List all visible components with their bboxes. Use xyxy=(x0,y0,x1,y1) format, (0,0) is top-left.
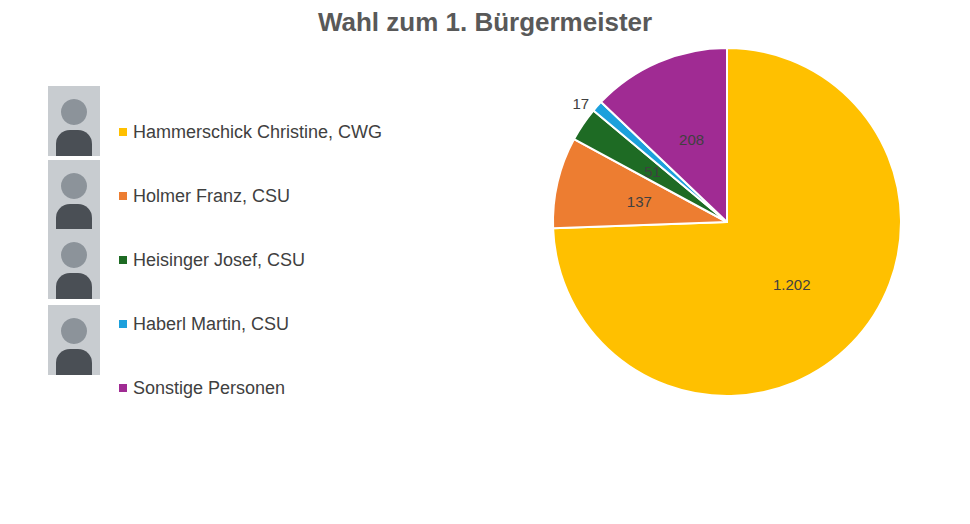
svg-text:Heisinger Josef, CSU: Heisinger Josef, CSU xyxy=(133,250,305,270)
svg-text:Sonstige Personen: Sonstige Personen xyxy=(133,378,285,398)
svg-text:17: 17 xyxy=(572,95,589,112)
svg-text:208: 208 xyxy=(679,131,704,148)
svg-text:Holmer Franz, CSU: Holmer Franz, CSU xyxy=(133,186,290,206)
svg-text:Hammerschick Christine, CWG: Hammerschick Christine, CWG xyxy=(133,122,382,142)
svg-text:51: 51 xyxy=(644,163,661,180)
svg-text:1.202: 1.202 xyxy=(773,276,811,293)
svg-text:Wahl zum 1. Bürgermeister: Wahl zum 1. Bürgermeister xyxy=(318,7,652,37)
svg-text:Haberl Martin, CSU: Haberl Martin, CSU xyxy=(133,314,289,334)
svg-text:137: 137 xyxy=(627,193,652,210)
